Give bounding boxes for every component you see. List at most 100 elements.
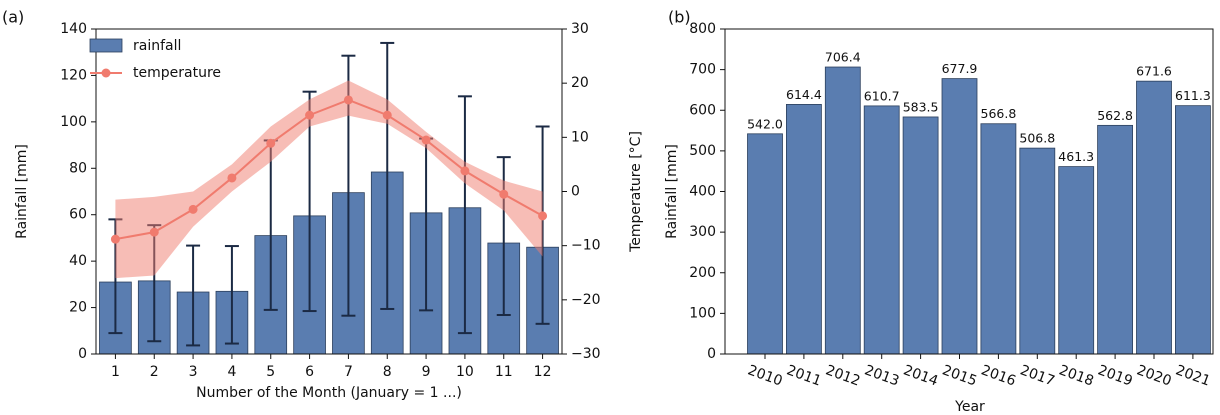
- tick-label: 100: [689, 305, 716, 321]
- tick-label: 20: [571, 75, 589, 91]
- y-axis-label: Rainfall [mm]: [664, 144, 680, 239]
- bar: [1058, 166, 1095, 355]
- value-label: 506.8: [1019, 131, 1055, 146]
- bar: [1019, 147, 1056, 355]
- x-tick-label: 2013: [862, 362, 901, 389]
- x-axis-label: Year: [954, 399, 985, 415]
- bar: [824, 66, 861, 355]
- tick-label: 100: [60, 114, 87, 130]
- marker: [110, 234, 120, 244]
- panel-label: (b): [668, 8, 691, 27]
- tick-label: −10: [571, 238, 601, 254]
- marker: [343, 95, 353, 105]
- x-tick-label: 2017: [1018, 362, 1057, 389]
- x-tick-label: 2021: [1173, 362, 1212, 389]
- panel-label: (a): [2, 8, 24, 27]
- x-tick-label: 12: [534, 364, 552, 380]
- x-tick-label: 2020: [1135, 362, 1174, 389]
- tick-label: 20: [69, 300, 87, 316]
- tick-label: 200: [689, 265, 716, 281]
- bar: [980, 123, 1017, 355]
- bar: [863, 105, 900, 355]
- value-label: 542.0: [747, 116, 783, 131]
- x-tick-label: 2010: [746, 362, 785, 389]
- tick-label: 10: [571, 129, 589, 145]
- x-tick-label: 2018: [1057, 362, 1096, 389]
- tick-label: 120: [60, 67, 87, 83]
- temperature-band: [115, 80, 543, 279]
- x-tick-label: 7: [344, 364, 353, 380]
- marker: [305, 110, 315, 120]
- tick-label: 140: [60, 21, 87, 37]
- tick-label: 500: [689, 143, 716, 159]
- x-tick-label: 2015: [940, 362, 979, 389]
- bar: [1175, 105, 1211, 355]
- x-tick-label: 6: [305, 364, 314, 380]
- tick-label: 30: [571, 21, 589, 37]
- bar: [941, 78, 978, 355]
- bar: [747, 133, 783, 355]
- x-tick-label: 10: [456, 364, 474, 380]
- tick-label: 0: [78, 346, 87, 362]
- line: [115, 98, 544, 241]
- y-axis-label: Rainfall [mm]: [14, 144, 30, 239]
- bar: [1136, 80, 1172, 355]
- marker: [460, 166, 470, 176]
- value-label: 562.8: [1097, 108, 1133, 123]
- marker: [266, 138, 276, 148]
- x-tick-label: 2011: [784, 362, 823, 389]
- tick-label: −30: [571, 346, 601, 362]
- value-label: 461.3: [1058, 149, 1094, 164]
- x-tick-label: 9: [422, 364, 431, 380]
- legend-swatch: [89, 38, 123, 53]
- legend-label: rainfall: [133, 38, 181, 54]
- x-tick-label: 2014: [901, 362, 940, 389]
- axes-frame: [724, 28, 1214, 355]
- value-label: 614.4: [786, 87, 822, 102]
- x-tick-label: 2012: [823, 362, 862, 389]
- tick-label: 400: [689, 184, 716, 200]
- x-tick-label: 4: [227, 364, 236, 380]
- legend-marker: [101, 68, 111, 78]
- tick-label: 600: [689, 102, 716, 118]
- marker: [538, 211, 548, 221]
- tick-label: 300: [689, 224, 716, 240]
- marker: [149, 227, 159, 237]
- value-label: 706.4: [825, 50, 861, 65]
- value-label: 610.7: [864, 88, 900, 103]
- bar: [1097, 124, 1133, 355]
- tick-label: 40: [69, 253, 87, 269]
- x-axis-label: Number of the Month (January = 1 ...): [196, 385, 462, 401]
- marker: [227, 173, 237, 183]
- bar: [786, 104, 822, 355]
- tick-label: 800: [689, 21, 716, 37]
- value-label: 566.8: [981, 106, 1017, 121]
- x-tick-label: 2019: [1096, 362, 1135, 389]
- value-label: 671.6: [1136, 64, 1172, 79]
- x-tick-label: 5: [266, 364, 275, 380]
- x-tick-label: 11: [495, 364, 513, 380]
- value-label: 677.9: [942, 61, 978, 76]
- marker: [499, 189, 509, 199]
- x-tick-label: 8: [383, 364, 392, 380]
- tick-label: 80: [69, 160, 87, 176]
- tick-label: 700: [689, 62, 716, 78]
- x-tick-label: 2: [150, 364, 159, 380]
- marker: [188, 204, 198, 214]
- value-label: 583.5: [903, 99, 939, 114]
- value-label: 611.3: [1175, 88, 1211, 103]
- tick-label: 0: [571, 184, 580, 200]
- bar: [902, 116, 939, 355]
- x-tick-label: 2016: [979, 362, 1018, 389]
- marker: [382, 110, 392, 120]
- axes-frame: [95, 28, 563, 355]
- x-tick-label: 1: [111, 364, 120, 380]
- x-tick-label: 3: [189, 364, 198, 380]
- legend-label: temperature: [133, 65, 221, 81]
- tick-label: 0: [707, 346, 716, 362]
- tick-label: −20: [571, 292, 601, 308]
- tick-label: 60: [69, 207, 87, 223]
- y2-axis-label: Temperature [°C]: [628, 131, 644, 253]
- marker: [421, 135, 431, 145]
